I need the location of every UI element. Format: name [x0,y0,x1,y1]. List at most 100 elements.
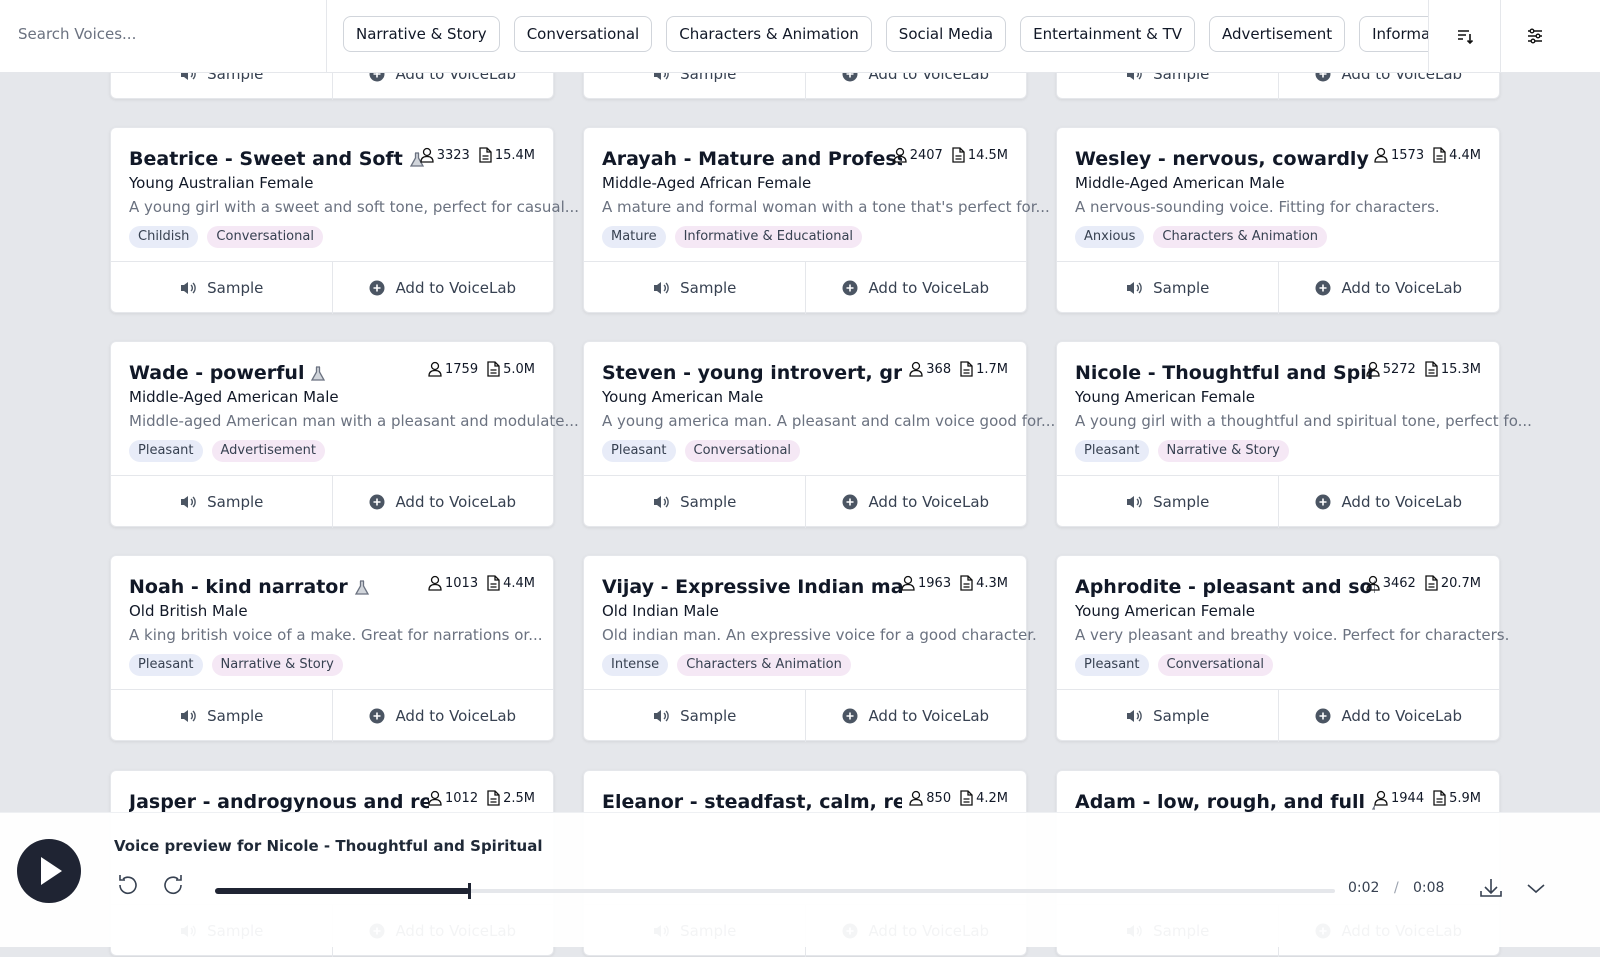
voice-name-text: Wesley - nervous, cowardly fellow [1075,148,1375,170]
top-bar: Search Voices... Narrative & Story Conver… [0,0,1600,73]
add-label: Add to VoiceLab [1341,707,1463,725]
users-count: 1012 [445,790,479,806]
chars-icon [952,147,965,163]
sort-button[interactable] [1428,0,1501,72]
add-button[interactable]: Add to VoiceLab [1277,262,1500,314]
forward-button[interactable] [164,875,182,895]
voice-description: A young girl with a thoughtful and spiri… [1075,412,1532,430]
chars-icon [960,575,973,591]
sample-button[interactable]: Sample [584,476,805,528]
voice-card: Arayah - Mature and Professional 2407 14.5… [583,127,1050,314]
chars-count: 2.5M [503,790,535,806]
add-label: Add to VoiceLab [868,279,990,297]
sample-button[interactable]: Sample [584,690,805,742]
sample-button[interactable]: Sample [1057,476,1278,528]
play-icon [41,857,62,885]
filter-chip[interactable]: Narrative & Story [343,16,500,52]
voice-name-text: Beatrice - Sweet and Soft [129,148,403,170]
voice-subtitle: Middle-Aged American Male [129,388,339,406]
filter-chip[interactable]: Entertainment & TV [1020,16,1195,52]
voice-card: Nicole - Thoughtful and Spiritual 5272 15.… [1056,341,1532,528]
voice-stats: 2407 14.5M [893,147,1008,163]
card-actions: Sample Add to VoiceLab [1057,475,1499,528]
users-icon [1374,147,1388,163]
voice-tags: Mature Informative & Educational [602,226,863,248]
chars-icon [479,147,492,163]
users-icon [428,790,442,806]
filter-button[interactable] [1500,0,1569,72]
rewind-button[interactable] [119,875,137,895]
chars-count: 20.7M [1440,575,1481,591]
add-button[interactable]: Add to VoiceLab [331,262,554,314]
tag: Pleasant [1075,440,1149,462]
chars-count: 15.4M [494,147,535,163]
voice-description: A king british voice of a make. Great fo… [129,626,543,644]
chars-count: 4.4M [1449,147,1481,163]
users-count: 3462 [1382,575,1416,591]
audio-player: Voice preview for Nicole - Thoughtful an… [0,812,1600,947]
voice-description: Middle-aged American man with a pleasant… [129,412,579,430]
users-icon [428,575,442,591]
users-count: 1944 [1391,790,1425,806]
add-button[interactable]: Add to VoiceLab [804,690,1027,742]
sample-button[interactable]: Sample [111,262,332,314]
progress-thumb[interactable] [468,883,471,899]
sample-button[interactable]: Sample [1057,690,1278,742]
sample-label: Sample [680,707,737,725]
voice-card: Noah - kind narrator 1013 4.4M Old British … [110,555,554,742]
speaker-icon [1125,708,1143,724]
filter-chip[interactable]: Characters & Animation [666,16,872,52]
sample-label: Sample [207,707,264,725]
add-button[interactable]: Add to VoiceLab [804,476,1027,528]
voice-name-text: Aphrodite - pleasant and softspo [1075,576,1375,598]
sample-button[interactable]: Sample [111,690,332,742]
voice-subtitle: Middle-Aged African Female [602,174,812,192]
filter-chip[interactable]: Advertisement [1209,16,1346,52]
sample-button[interactable]: Sample [584,262,805,314]
voice-name-text: Eleanor - steadfast, calm, relaxing [602,791,902,813]
voice-name: Beatrice - Sweet and Soft [129,148,425,170]
filter-chip[interactable]: Conversational [513,16,653,52]
voice-card: Beatrice - Sweet and Soft 3323 15.4M Young … [110,127,579,314]
filter-chip[interactable]: Social Media [885,16,1007,52]
speaker-icon [179,494,197,510]
search-input[interactable]: Search Voices... [0,0,327,72]
voice-description: A nervous-sounding voice. Fitting for ch… [1075,198,1440,216]
add-button[interactable]: Add to VoiceLab [1277,690,1500,742]
tag: Characters & Animation [1153,226,1328,248]
voice-description: A very pleasant and breathy voice. Perfe… [1075,626,1510,644]
add-label: Add to VoiceLab [395,493,517,511]
add-button[interactable]: Add to VoiceLab [331,476,554,528]
tag: Intense [602,654,669,676]
add-button[interactable]: Add to VoiceLab [1277,476,1500,528]
voice-card: Wesley - nervous, cowardly fellow 1573 4.4… [1056,127,1500,314]
sample-label: Sample [1153,279,1210,297]
voice-name-text: Steven - young introvert, great cha [602,362,902,384]
voice-tags: Pleasant Conversational [1075,654,1274,676]
users-count: 1759 [445,361,479,377]
plus-icon [1315,708,1331,724]
add-button[interactable]: Add to VoiceLab [331,690,554,742]
download-button[interactable] [1480,879,1502,897]
voice-name: Arayah - Mature and Professional [602,148,902,170]
chars-count: 4.4M [503,575,535,591]
duration: 0:08 [1413,880,1445,896]
sample-button[interactable]: Sample [111,476,332,528]
chars-icon [960,361,973,377]
experimental-icon [354,579,370,596]
add-button[interactable]: Add to VoiceLab [804,262,1027,314]
speaker-icon [179,708,197,724]
sample-button[interactable]: Sample [1057,262,1278,314]
collapse-button[interactable] [1527,884,1545,894]
plus-icon [369,708,385,724]
current-time: 0:02 [1348,880,1380,896]
voice-card: Steven - young introvert, great cha 368 1.… [583,341,1055,528]
chars-icon [1433,147,1446,163]
progress-track[interactable] [215,889,1335,893]
card-actions: Sample Add to VoiceLab [1057,261,1499,314]
card-actions: Sample Add to VoiceLab [584,475,1026,528]
filter-chip[interactable]: Informative & Educational [1359,16,1428,52]
sort-icon [1458,30,1474,45]
chars-count: 1.7M [976,361,1008,377]
voice-tags: Pleasant Narrative & Story [1075,440,1289,462]
